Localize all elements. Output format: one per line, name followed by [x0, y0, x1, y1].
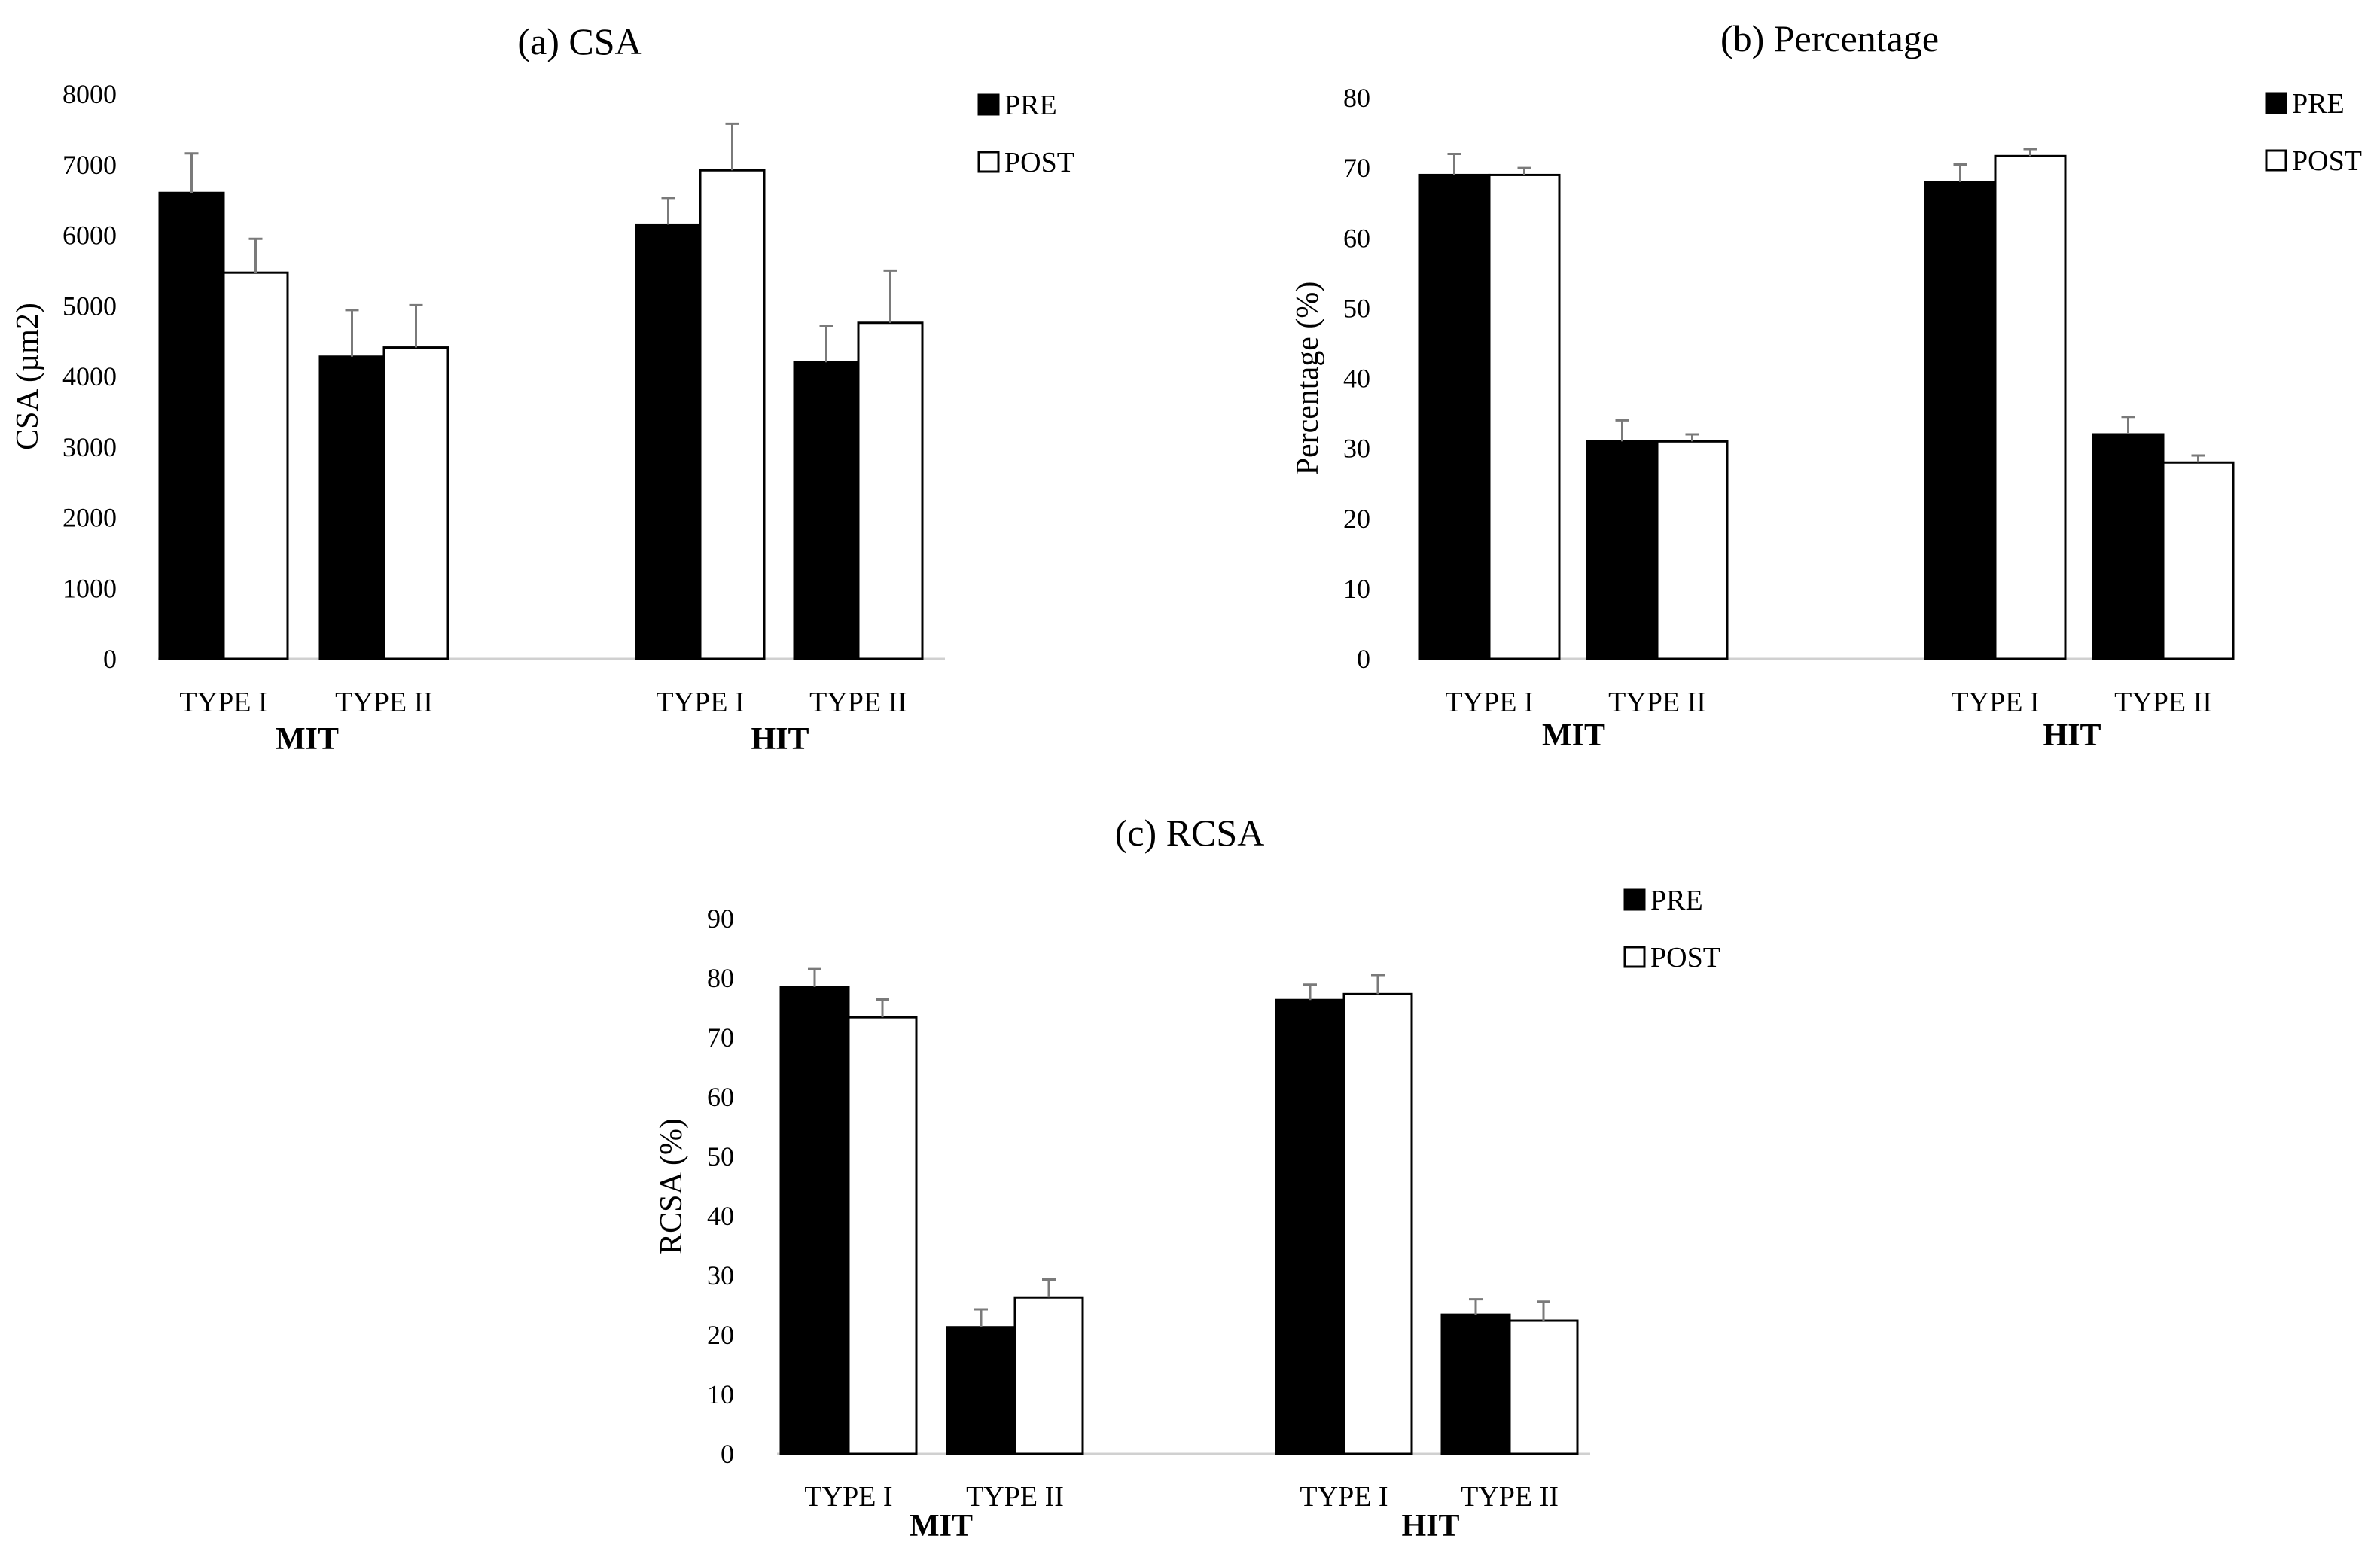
category-label: TYPE I [804, 1481, 892, 1513]
y-tick-label: 20 [1343, 504, 1370, 534]
group-label-mit: MIT [910, 1509, 973, 1543]
legend-swatch-post [977, 151, 1000, 173]
y-tick-label: 40 [1343, 364, 1370, 394]
y-axis-label: RCSA (%) [654, 1118, 689, 1254]
bar-pre-mit-type-ii [318, 355, 385, 660]
legend-swatch-pre [1623, 888, 1646, 911]
bar-pre-hit-type-i [1275, 998, 1345, 1455]
category-label: TYPE II [966, 1481, 1064, 1513]
y-tick-label: 30 [1343, 434, 1370, 464]
y-axis-label: CSA (µm2) [11, 303, 45, 450]
chart-title: (c) RCSA [1115, 812, 1265, 854]
category-label: TYPE I [656, 687, 744, 718]
bar-pre-hit-type-i [635, 223, 702, 660]
category-label: TYPE I [1300, 1481, 1388, 1513]
y-tick-label: 90 [707, 903, 734, 934]
group-label-hit: HIT [751, 722, 809, 757]
y-tick-label: 6000 [62, 221, 117, 251]
bar-pre-mit-type-ii [1586, 440, 1659, 660]
bar-pre-hit-type-ii [2092, 433, 2165, 660]
legend-swatch-post [1623, 946, 1646, 968]
bar-post-hit-type-ii [1508, 1319, 1579, 1455]
y-tick-label: 10 [707, 1379, 734, 1409]
bar-pre-mit-type-i [1418, 173, 1491, 660]
bar-post-mit-type-i [222, 271, 289, 660]
y-axis-label: Percentage (%) [1291, 282, 1325, 476]
y-tick-label: 60 [707, 1082, 734, 1112]
legend-swatch-pre [2265, 92, 2287, 114]
bar-pre-mit-type-i [158, 191, 225, 660]
group-label-hit: HIT [1401, 1509, 1459, 1543]
group-label-mit: MIT [276, 722, 339, 757]
y-tick-label: 70 [707, 1022, 734, 1053]
bar-pre-mit-type-ii [946, 1326, 1016, 1455]
y-tick-label: 7000 [62, 150, 117, 180]
legend-label-post: POST [1650, 942, 1720, 974]
category-label: TYPE II [809, 687, 907, 718]
category-label: TYPE I [1951, 687, 2039, 718]
legend-swatch-pre [977, 93, 1000, 116]
y-tick-label: 0 [1357, 644, 1370, 674]
category-label: TYPE II [1461, 1481, 1559, 1513]
y-tick-label: 4000 [62, 361, 117, 392]
legend-swatch-post [2265, 149, 2287, 172]
category-label: TYPE II [2114, 687, 2212, 718]
legend-label-post: POST [1004, 147, 1074, 178]
legend-label-post: POST [2292, 145, 2362, 177]
y-tick-label: 70 [1343, 153, 1370, 183]
y-tick-label: 80 [1343, 83, 1370, 113]
category-label: TYPE II [1608, 687, 1706, 718]
y-tick-label: 10 [1343, 574, 1370, 604]
bar-post-mit-type-i [1488, 173, 1561, 660]
chart-csa: (a) CSA 0 1000 2000 3000 4000 5000 6000 7000 8000… [11, 20, 1074, 757]
y-tick-label: 8000 [62, 79, 117, 109]
bar-post-hit-type-ii [2162, 461, 2235, 660]
bar-pre-hit-type-i [1924, 181, 1997, 660]
bar-post-hit-type-ii [857, 321, 924, 660]
legend-label-pre: PRE [1650, 885, 1703, 916]
bar-pre-hit-type-ii [1440, 1313, 1511, 1455]
bar-post-hit-type-i [1994, 154, 2067, 660]
y-tick-label: 2000 [62, 503, 117, 533]
chart-rcsa: (c) RCSA 0 10 20 30 40 50 60 70 80 90 RCSA (%) TYPE … [654, 812, 1720, 1543]
y-tick-label: 3000 [62, 432, 117, 462]
legend: PRE POST [2265, 88, 2362, 177]
y-tick-label: 0 [721, 1439, 734, 1469]
y-tick-label: 60 [1343, 223, 1370, 253]
legend: PRE POST [977, 90, 1074, 178]
category-label: TYPE I [179, 687, 267, 718]
legend-label-pre: PRE [2292, 88, 2345, 120]
y-tick-label: 50 [1343, 293, 1370, 323]
bar-pre-mit-type-i [779, 986, 850, 1455]
chart-title: (a) CSA [517, 20, 641, 62]
y-tick-label: 30 [707, 1260, 734, 1290]
y-tick-label: 40 [707, 1201, 734, 1231]
legend-label-pre: PRE [1004, 90, 1057, 121]
y-tick-label: 50 [707, 1141, 734, 1172]
chart-title: (b) Percentage [1720, 17, 1939, 59]
group-label-hit: HIT [2043, 718, 2101, 753]
category-label: TYPE I [1445, 687, 1533, 718]
category-label: TYPE II [335, 687, 433, 718]
group-label-mit: MIT [1542, 718, 1605, 753]
y-tick-label: 20 [707, 1320, 734, 1350]
bar-post-hit-type-i [1342, 992, 1413, 1455]
y-tick-label: 5000 [62, 291, 117, 321]
bar-post-mit-type-ii [1656, 440, 1729, 660]
bar-post-mit-type-ii [382, 346, 449, 660]
y-tick-label: 80 [707, 963, 734, 993]
bar-post-mit-type-i [847, 1016, 918, 1455]
bar-pre-hit-type-ii [793, 361, 860, 660]
y-tick-label: 1000 [62, 573, 117, 603]
y-tick-label: 0 [103, 644, 117, 674]
chart-percentage: (b) Percentage 0 10 20 30 40 50 60 70 80 Percentag… [1291, 17, 2362, 753]
bar-post-hit-type-i [699, 169, 766, 660]
bar-post-mit-type-ii [1013, 1296, 1084, 1455]
legend: PRE POST [1623, 885, 1720, 974]
